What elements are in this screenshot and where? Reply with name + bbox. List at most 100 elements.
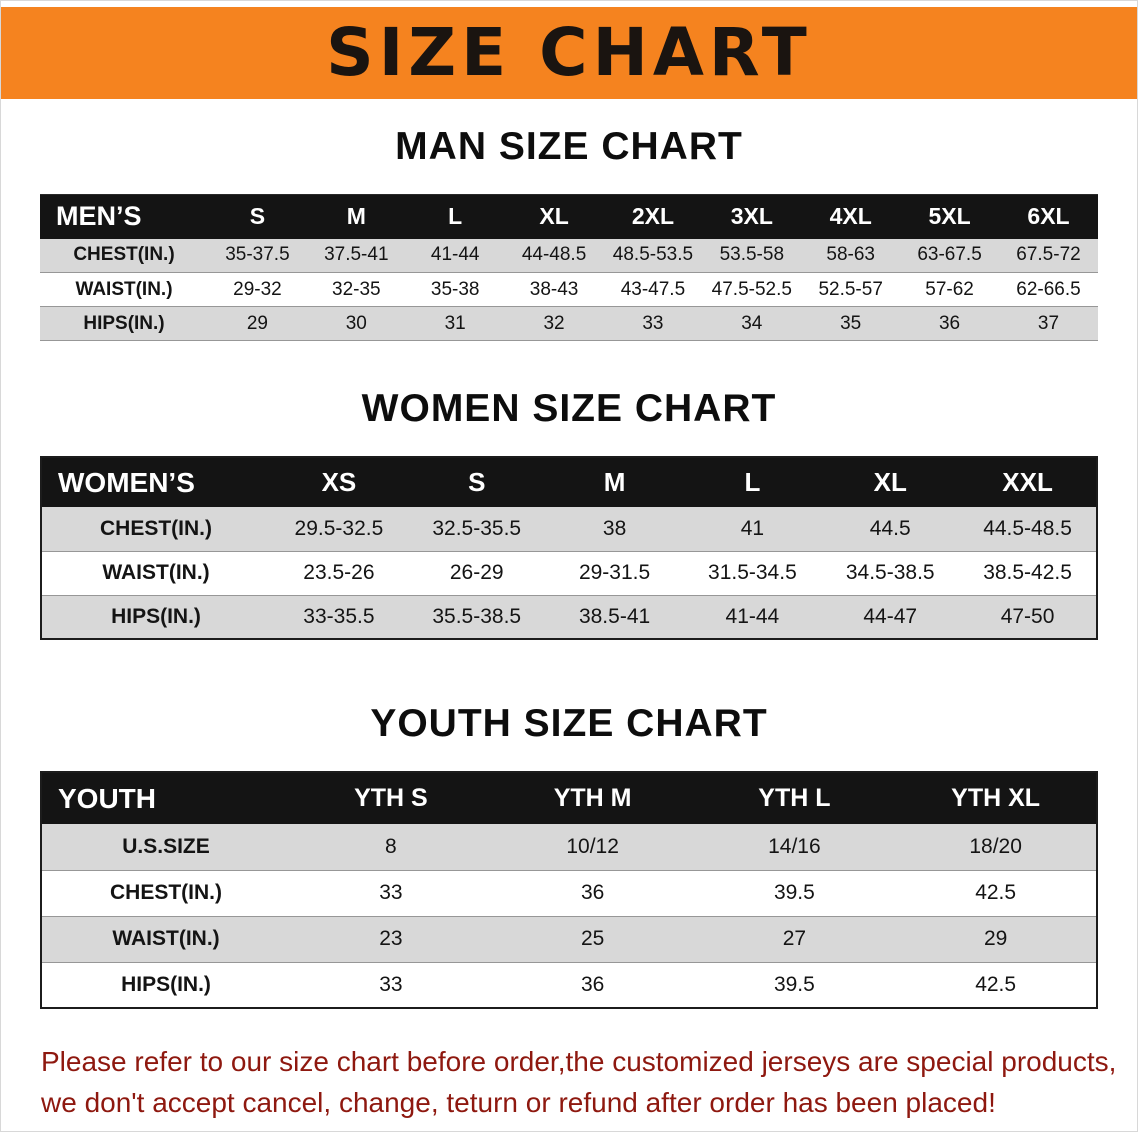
- table-row: U.S.SIZE 8 10/12 14/16 18/20: [41, 824, 1097, 870]
- size-value-cell: 33-35.5: [303, 604, 375, 628]
- size-value-cell: 35.5-38.5: [432, 604, 522, 628]
- banner: SIZE CHART: [1, 7, 1137, 99]
- table-corner-label: WOMEN’S: [41, 457, 270, 507]
- size-value-cell: 58-63: [826, 244, 875, 266]
- size-value-cell: 32: [543, 312, 565, 334]
- size-value-cell: 18/20: [969, 834, 1022, 858]
- size-value-cell: 29: [983, 927, 1008, 950]
- size-value-cell: 62-66.5: [1016, 278, 1081, 300]
- size-value-cell: 37: [1037, 312, 1060, 334]
- size-value-cell: 44.5: [869, 516, 911, 540]
- table-row: WAIST(IN.) 29-32 32-35 35-38 38-43 43-47.5 47.…: [40, 272, 1098, 307]
- size-column-header: 3XL: [702, 194, 802, 239]
- page-title: SIZE CHART: [326, 14, 812, 91]
- size-value-cell: 38: [602, 516, 627, 540]
- size-value-cell: 36: [580, 881, 605, 904]
- size-value-cell: 47-50: [1000, 604, 1055, 628]
- size-value-cell: 36: [580, 972, 605, 996]
- men-section-title: MAN SIZE CHART: [395, 125, 743, 168]
- size-column-header: 2XL: [603, 194, 703, 239]
- women-size-section: WOMEN SIZE CHART WOMEN’S XS S M L XL XXL CHEST(…: [1, 385, 1137, 640]
- size-value-cell: 32.5-35.5: [432, 516, 522, 540]
- size-column-header: L: [683, 457, 822, 507]
- size-value-cell: 33: [379, 881, 403, 904]
- size-value-cell: 8: [385, 834, 397, 858]
- women-size-table: WOMEN’S XS S M L XL XXL CHEST(IN.) 29.5-32.5 32.5…: [40, 456, 1098, 640]
- women-section-title: WOMEN SIZE CHART: [361, 387, 777, 430]
- measurement-label: CHEST(IN.): [110, 881, 222, 904]
- table-header-row: WOMEN’S XS S M L XL XXL: [41, 457, 1097, 507]
- size-value-cell: 35-38: [430, 278, 480, 300]
- size-column-header: XL: [821, 457, 960, 507]
- size-value-cell: 14/16: [768, 834, 821, 858]
- size-value-cell: 31: [444, 312, 466, 334]
- size-value-cell: 38-43: [529, 278, 579, 300]
- table-row: HIPS(IN.) 33 36 39.5 42.5: [41, 962, 1097, 1008]
- size-value-cell: 32-35: [332, 278, 381, 300]
- size-value-cell: 29.5-32.5: [294, 516, 384, 540]
- size-value-cell: 35: [840, 312, 862, 334]
- size-value-cell: 44-47: [863, 604, 918, 628]
- table-row: WAIST(IN.) 23.5-26 26-29 29-31.5 31.5-34.5 34…: [41, 551, 1097, 595]
- footer-notice: Please refer to our size chart before or…: [41, 1041, 1117, 1123]
- size-value-cell: 41-44: [430, 244, 480, 266]
- table-header-row: YOUTH YTH S YTH M YTH L YTH XL: [41, 772, 1097, 824]
- size-value-cell: 38.5-42.5: [983, 561, 1072, 584]
- men-size-section: MAN SIZE CHART MEN’S S M L XL 2XL 3XL 4XL 5XL 6XL…: [1, 123, 1137, 341]
- size-column-header: XS: [270, 457, 408, 507]
- size-value-cell: 63-67.5: [917, 244, 982, 266]
- size-value-cell: 34: [741, 312, 763, 334]
- size-value-cell: 27: [782, 927, 807, 950]
- table-row: HIPS(IN.) 33-35.5 35.5-38.5 38.5-41 41-44 44-…: [41, 595, 1097, 639]
- size-column-header: S: [208, 194, 307, 239]
- size-value-cell: 26-29: [449, 561, 504, 584]
- table-row: CHEST(IN.) 33 36 39.5 42.5: [41, 870, 1097, 916]
- table-header-row: MEN’S S M L XL 2XL 3XL 4XL 5XL 6XL: [40, 194, 1098, 239]
- table-row: HIPS(IN.) 29 30 31 32 33 34 35 36 37: [40, 306, 1098, 341]
- size-value-cell: 10/12: [566, 834, 619, 858]
- table-corner-label: YOUTH: [41, 772, 290, 824]
- size-value-cell: 33: [379, 972, 403, 996]
- size-value-cell: 53.5-58: [719, 244, 785, 266]
- size-column-header: M: [545, 457, 684, 507]
- men-size-table: MEN’S S M L XL 2XL 3XL 4XL 5XL 6XL CHEST(IN.) 35-37…: [40, 194, 1098, 341]
- size-value-cell: 57-62: [925, 278, 974, 300]
- youth-size-section: YOUTH SIZE CHART YOUTH YTH S YTH M YTH L YTH…: [1, 700, 1137, 1009]
- measurement-label: WAIST(IN.): [112, 927, 220, 950]
- size-value-cell: 44-48.5: [521, 244, 587, 266]
- size-column-header: YTH M: [491, 772, 694, 824]
- size-column-header: 5XL: [900, 194, 999, 239]
- table-corner-label: MEN’S: [40, 194, 208, 239]
- size-column-header: S: [407, 457, 546, 507]
- youth-size-table: YOUTH YTH S YTH M YTH L YTH XL U.S.SIZE 8 10/12…: [40, 771, 1098, 1009]
- size-value-cell: 44.5-48.5: [983, 516, 1072, 540]
- size-column-header: XXL: [959, 457, 1097, 507]
- size-value-cell: 35-37.5: [225, 244, 290, 266]
- notice-line-1: Please refer to our size chart before or…: [41, 1046, 1117, 1077]
- size-value-cell: 48.5-53.5: [612, 244, 694, 266]
- size-value-cell: 36: [938, 312, 961, 334]
- size-column-header: YTH S: [290, 772, 492, 824]
- measurement-label: WAIST(IN.): [102, 561, 210, 584]
- size-value-cell: 39.5: [773, 881, 815, 904]
- size-value-cell: 25: [580, 927, 605, 950]
- size-value-cell: 29-31.5: [578, 561, 651, 584]
- table-row: WAIST(IN.) 23 25 27 29: [41, 916, 1097, 962]
- size-value-cell: 30: [345, 312, 367, 334]
- size-column-header: M: [306, 194, 406, 239]
- size-value-cell: 38.5-41: [578, 604, 651, 628]
- size-value-cell: 39.5: [773, 972, 815, 996]
- size-value-cell: 52.5-57: [818, 278, 883, 300]
- size-column-header: XL: [504, 194, 604, 239]
- size-value-cell: 43-47.5: [620, 278, 686, 300]
- size-column-header: YTH L: [693, 772, 896, 824]
- size-value-cell: 42.5: [975, 972, 1017, 996]
- size-value-cell: 41: [740, 516, 765, 540]
- measurement-label: CHEST(IN.): [73, 244, 175, 266]
- size-column-header: L: [405, 194, 505, 239]
- table-row: CHEST(IN.) 29.5-32.5 32.5-35.5 38 41 44.5 44.5…: [41, 507, 1097, 551]
- size-column-header: 6XL: [999, 194, 1098, 239]
- size-column-header: 4XL: [801, 194, 901, 239]
- measurement-label: WAIST(IN.): [75, 278, 173, 300]
